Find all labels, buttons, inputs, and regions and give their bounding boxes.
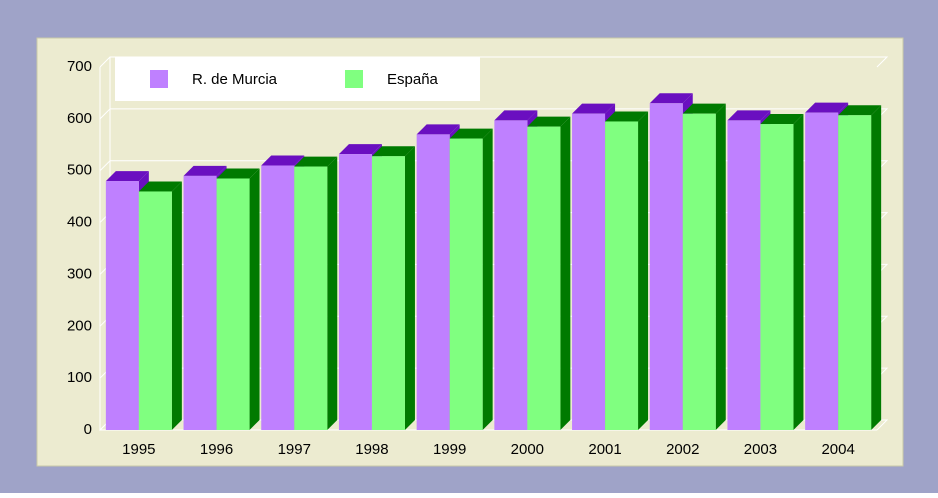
bar-side	[793, 114, 804, 431]
bar-top	[682, 103, 726, 114]
x-tick-label: 1998	[355, 441, 388, 458]
bar-top	[216, 168, 260, 179]
bar	[183, 175, 217, 430]
x-tick-label: 2004	[821, 441, 854, 458]
bar-top	[183, 165, 227, 176]
bar-top	[371, 146, 415, 157]
bar	[216, 178, 250, 430]
bar	[294, 166, 328, 430]
bar	[572, 113, 606, 431]
bar-side	[327, 156, 338, 430]
bar	[494, 120, 528, 431]
bar	[805, 112, 839, 431]
bar	[371, 156, 405, 431]
bar	[605, 121, 639, 430]
bar-top	[416, 124, 460, 135]
bar-top	[338, 144, 382, 155]
bar	[338, 154, 372, 430]
y-tick-label: 300	[67, 265, 92, 282]
bar-side	[404, 146, 415, 431]
x-tick-label: 1997	[278, 441, 311, 458]
y-tick-label: 200	[67, 317, 92, 334]
bar	[261, 165, 295, 430]
bar	[527, 126, 561, 430]
y-tick-label: 500	[67, 162, 92, 179]
bar	[727, 120, 761, 431]
bar-top	[605, 111, 649, 122]
y-tick-label: 600	[67, 110, 92, 127]
bar	[449, 138, 483, 430]
bar-side	[249, 168, 260, 430]
bar-top	[261, 155, 305, 166]
legend-label: R. de Murcia	[192, 71, 278, 88]
grid-line	[99, 56, 889, 68]
x-tick-label: 2002	[666, 441, 699, 458]
grid-line	[99, 108, 889, 120]
bar-top	[838, 105, 882, 116]
bar-top	[527, 116, 571, 127]
y-tick-label: 0	[84, 421, 92, 438]
y-tick-label: 100	[67, 369, 92, 386]
x-tick-label: 1995	[122, 441, 155, 458]
x-tick-label: 1996	[200, 441, 233, 458]
bar-side	[638, 111, 649, 430]
bar-top	[105, 171, 149, 182]
x-tick-label: 2003	[744, 441, 777, 458]
x-tick-label: 2000	[511, 441, 544, 458]
x-tick-label: 1999	[433, 441, 466, 458]
bar-top	[494, 110, 538, 121]
bar	[105, 181, 139, 430]
bar-top	[649, 93, 693, 104]
legend-box	[115, 57, 480, 101]
bar-top	[449, 128, 493, 139]
bar-top	[805, 102, 849, 113]
bar-side	[482, 128, 493, 430]
bar-side	[171, 181, 182, 430]
bar	[760, 124, 794, 431]
bar-side	[871, 105, 882, 430]
bar-top	[294, 156, 338, 167]
bar-side	[560, 116, 571, 430]
legend-swatch	[150, 70, 168, 88]
bar-top	[572, 103, 616, 114]
bar	[416, 134, 450, 430]
y-tick-label: 700	[67, 58, 92, 75]
x-tick-label: 2001	[588, 441, 621, 458]
bar-side	[715, 103, 726, 431]
bar	[838, 115, 872, 430]
legend-swatch	[345, 70, 363, 88]
bar	[682, 113, 716, 431]
bar-top	[727, 110, 771, 121]
legend-label: España	[387, 71, 439, 88]
bar	[649, 103, 683, 431]
y-tick-label: 400	[67, 214, 92, 231]
bar	[138, 191, 172, 430]
bar-top	[138, 181, 182, 192]
bar-top	[760, 114, 804, 125]
